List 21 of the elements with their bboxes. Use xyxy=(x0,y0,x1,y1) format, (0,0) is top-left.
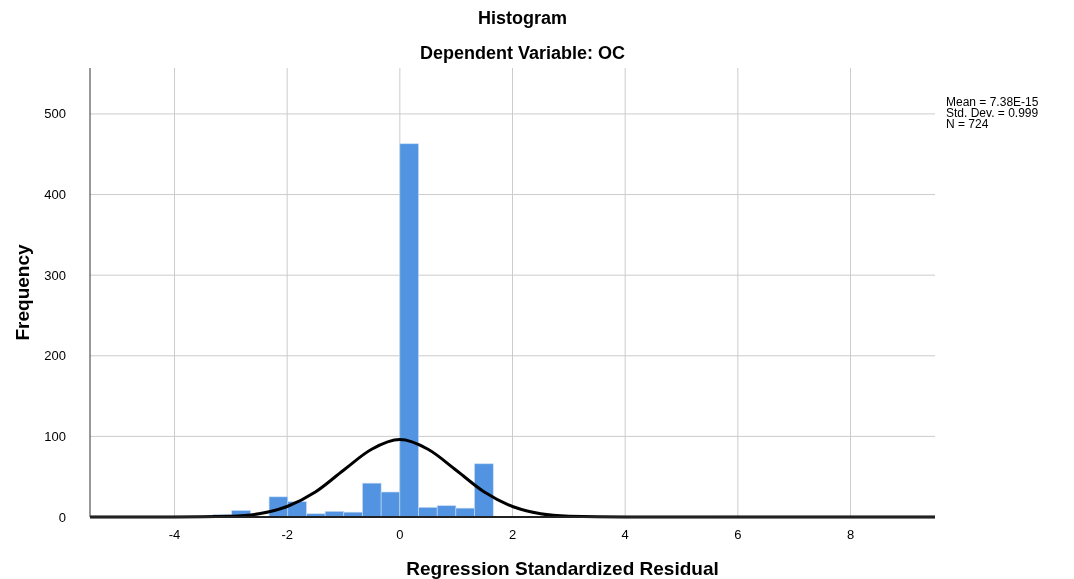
text: Std. Dev. = 0.999 xyxy=(946,106,1039,120)
chart-subtitle: Dependent Variable: OC xyxy=(419,43,626,63)
x-tick-label: -2 xyxy=(281,527,293,542)
y-tick-label: 100 xyxy=(44,428,66,444)
x-tick-label: -4 xyxy=(168,527,181,542)
text: Mean = 7.38E-15 xyxy=(946,95,1039,109)
x-tick-label: 2 xyxy=(508,527,517,542)
line-series xyxy=(88,438,937,519)
chart-title: Histogram xyxy=(477,8,568,28)
x-tick-label: 6 xyxy=(734,527,742,542)
y-tick-label: 200 xyxy=(44,348,66,364)
text: N = 724 xyxy=(946,117,989,131)
y-tick-label: 300 xyxy=(44,267,66,283)
y-axis-title: Frequency xyxy=(12,244,33,341)
y-tick-label: 400 xyxy=(44,187,66,203)
y-tick-label: 500 xyxy=(44,106,66,122)
x-tick-label: 4 xyxy=(621,527,629,542)
y-tick-label: 0 xyxy=(58,509,66,525)
x-axis-title: Regression Standardized Residual xyxy=(406,558,719,579)
x-tick-label: 8 xyxy=(846,527,855,542)
x-tick-label: 0 xyxy=(396,527,404,542)
